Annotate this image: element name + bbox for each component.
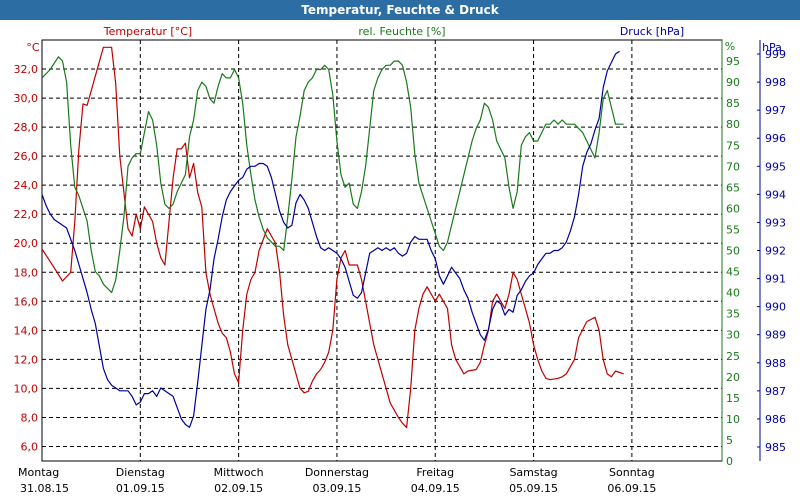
y-tick-label-temperature: 26,0	[14, 150, 39, 163]
x-tick-weekday: Dienstag	[116, 466, 165, 479]
y-tick-label-humidity: 40	[726, 287, 740, 300]
y-tick-label-pressure: 997	[765, 104, 786, 117]
y-tick-label-pressure: 987	[765, 385, 786, 398]
y-tick-label-temperature: 22,0	[14, 208, 39, 221]
y-tick-label-humidity: 85	[726, 97, 740, 110]
y-tick-label-pressure: 998	[765, 76, 786, 89]
y-tick-label-temperature: 12,0	[14, 353, 39, 366]
x-tick-weekday: Mittwoch	[214, 466, 264, 479]
y-tick-label-pressure: 991	[765, 273, 786, 286]
y-tick-label-temperature: 24,0	[14, 179, 39, 192]
y-tick-label-humidity: 75	[726, 139, 740, 152]
y-tick-label-humidity: 60	[726, 202, 740, 215]
chart-title-bar: Temperatur, Feuchte & Druck	[0, 0, 800, 20]
y-tick-label-humidity: 5	[726, 434, 733, 447]
y-tick-label-pressure: 990	[765, 301, 786, 314]
y-tick-label-humidity: 20	[726, 371, 740, 384]
y-tick-label-temperature: 20,0	[14, 237, 39, 250]
y-tick-label-temperature: 18,0	[14, 266, 39, 279]
x-tick-date: 05.09.15	[509, 482, 558, 495]
y-tick-label-temperature: 10,0	[14, 382, 39, 395]
y-tick-label-humidity: 80	[726, 118, 740, 131]
y-tick-label-pressure: 995	[765, 160, 786, 173]
y-tick-label-humidity: 55	[726, 223, 740, 236]
y-tick-label-temperature: 28,0	[14, 121, 39, 134]
y-tick-label-humidity: 35	[726, 308, 740, 321]
y-tick-label-pressure: 993	[765, 216, 786, 229]
y-tick-label-temperature: 16,0	[14, 295, 39, 308]
series-line-pressure	[41, 50, 620, 428]
y-tick-label-humidity: 45	[726, 266, 740, 279]
chart-svg: 6,0 8,0 10,0 12,0 14,0 16,0 18,0 20,0 22,0 24,0 26…	[14, 25, 787, 495]
y-tick-label-temperature: 14,0	[14, 324, 39, 337]
y-tick-label-temperature: 30,0	[14, 92, 39, 105]
x-tick-date: 06.09.15	[607, 482, 656, 495]
y-tick-label-humidity: 25	[726, 350, 740, 363]
y-tick-label-temperature: 6,0	[21, 440, 39, 453]
y-axis-unit-temperature: °C	[26, 41, 40, 54]
y-tick-label-humidity: 15	[726, 392, 740, 405]
y-tick-label-pressure: 999	[765, 48, 786, 61]
x-tick-weekday: Montag	[18, 466, 59, 479]
y-tick-label-humidity: 70	[726, 160, 740, 173]
x-tick-weekday: Freitag	[416, 466, 454, 479]
y-axis-unit-humidity: %	[725, 40, 735, 53]
chart-title: Temperatur, Feuchte & Druck	[301, 3, 499, 17]
x-tick-weekday: Sonntag	[609, 466, 655, 479]
y-tick-label-humidity: 0	[726, 455, 733, 468]
y-tick-label-pressure: 988	[765, 357, 786, 370]
legend-temperature: Temperatur [°C]	[103, 25, 192, 38]
x-tick-date: 31.08.15	[20, 482, 69, 495]
x-tick-date: 03.09.15	[312, 482, 361, 495]
y-tick-label-pressure: 986	[765, 413, 786, 426]
series-line-humidity	[41, 56, 624, 294]
y-tick-label-pressure: 992	[765, 245, 786, 258]
y-tick-label-pressure: 985	[765, 441, 786, 454]
y-axis-unit-pressure: hPa	[762, 41, 782, 54]
y-tick-label-temperature: 32,0	[14, 63, 39, 76]
y-tick-label-humidity: 50	[726, 245, 740, 258]
x-tick-weekday: Samstag	[509, 466, 557, 479]
x-tick-date: 04.09.15	[411, 482, 460, 495]
y-tick-label-pressure: 989	[765, 329, 786, 342]
y-tick-label-humidity: 95	[726, 55, 740, 68]
series-line-temperature	[41, 46, 624, 429]
y-tick-label-pressure: 994	[765, 188, 786, 201]
legend-pressure: Druck [hPa]	[620, 25, 684, 38]
y-tick-label-humidity: 30	[726, 329, 740, 342]
x-tick-date: 01.09.15	[116, 482, 165, 495]
y-tick-label-humidity: 65	[726, 181, 740, 194]
y-tick-label-pressure: 996	[765, 132, 786, 145]
x-tick-weekday: Donnerstag	[305, 466, 369, 479]
y-tick-label-humidity: 90	[726, 76, 740, 89]
y-tick-label-temperature: 8,0	[21, 411, 39, 424]
x-tick-date: 02.09.15	[214, 482, 263, 495]
legend-humidity: rel. Feuchte [%]	[358, 25, 445, 38]
y-tick-label-humidity: 10	[726, 413, 740, 426]
chart-area: 6,0 8,0 10,0 12,0 14,0 16,0 18,0 20,0 22,0 24,0 26…	[0, 20, 800, 500]
